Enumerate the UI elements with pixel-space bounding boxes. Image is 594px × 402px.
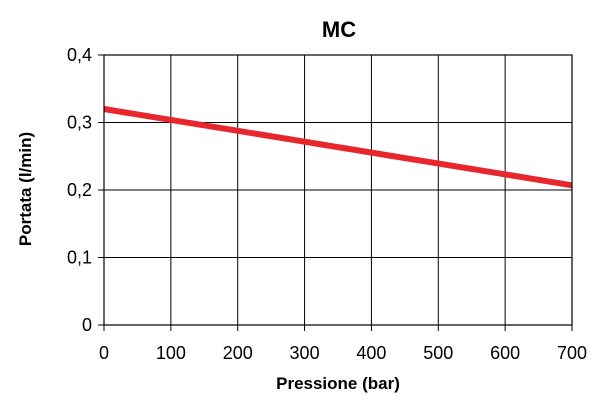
- grid: [103, 54, 573, 326]
- series-layer: [103, 106, 573, 189]
- y-tick-label: 0: [82, 315, 92, 335]
- x-tick-label: 100: [156, 343, 186, 363]
- tick-labels: 0 100 200 300 400 500 600 700 0 0,1 0,2 0,3 0,4: [67, 45, 587, 363]
- x-tick-label: 500: [423, 343, 453, 363]
- y-tick-label: 0,3: [67, 113, 92, 133]
- series-line: [103, 106, 573, 189]
- y-tick-label: 0,1: [67, 248, 92, 268]
- x-tick-label: 400: [356, 343, 386, 363]
- x-tick-label: 700: [557, 343, 587, 363]
- x-tick-label: 300: [290, 343, 320, 363]
- y-axis-label: Portata (l/min): [16, 132, 35, 246]
- y-tick-label: 0,4: [67, 45, 92, 65]
- x-tick-label: 0: [99, 343, 109, 363]
- y-tick-label: 0,2: [67, 180, 92, 200]
- chart-title: MC: [322, 17, 356, 42]
- x-axis-label: Pressione (bar): [276, 374, 400, 393]
- x-tick-label: 200: [223, 343, 253, 363]
- x-tick-label: 600: [490, 343, 520, 363]
